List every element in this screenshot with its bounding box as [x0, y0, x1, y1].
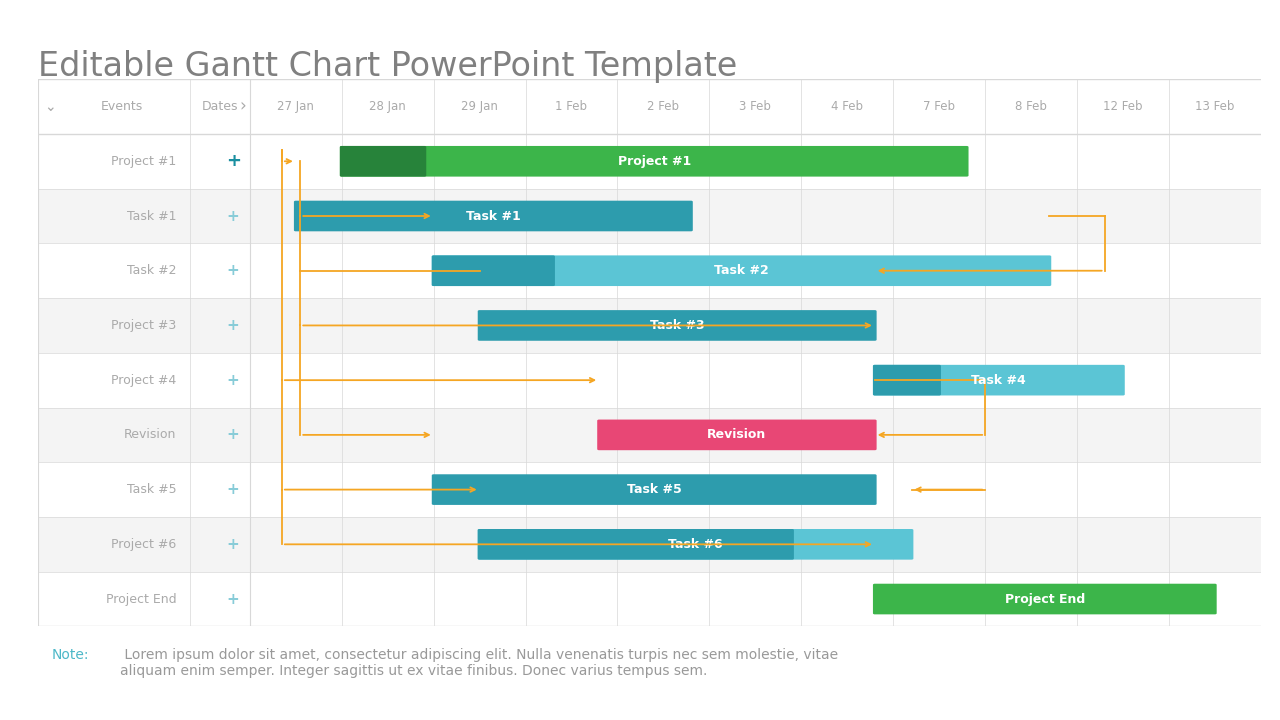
FancyBboxPatch shape [598, 420, 877, 450]
Bar [38, 298, 1261, 353]
Bar [38, 572, 1261, 626]
Text: Project #3: Project #3 [111, 319, 177, 332]
Text: +: + [227, 592, 239, 606]
Text: 8 Feb: 8 Feb [1015, 100, 1047, 113]
Text: 7 Feb: 7 Feb [923, 100, 955, 113]
Text: 12 Feb: 12 Feb [1103, 100, 1143, 113]
Text: +: + [225, 153, 241, 171]
Text: Events: Events [101, 100, 143, 113]
FancyBboxPatch shape [477, 529, 794, 559]
Text: Project End: Project End [1005, 593, 1085, 606]
Text: ›: › [239, 98, 246, 116]
Bar [38, 243, 1261, 298]
Text: Project #4: Project #4 [111, 374, 177, 387]
FancyBboxPatch shape [340, 146, 426, 176]
Text: +: + [227, 318, 239, 333]
Text: 3 Feb: 3 Feb [740, 100, 772, 113]
Text: Lorem ipsum dolor sit amet, consectetur adipiscing elit. Nulla venenatis turpis : Lorem ipsum dolor sit amet, consectetur … [120, 648, 838, 678]
Text: 29 Jan: 29 Jan [461, 100, 498, 113]
Bar [38, 408, 1261, 462]
Bar [38, 353, 1261, 408]
Text: Task #5: Task #5 [627, 483, 681, 496]
Text: +: + [227, 482, 239, 497]
FancyBboxPatch shape [477, 310, 877, 341]
Text: Task #3: Task #3 [650, 319, 704, 332]
Text: Project #1: Project #1 [617, 155, 691, 168]
Bar [38, 189, 1261, 243]
Bar [38, 517, 1261, 572]
FancyBboxPatch shape [431, 256, 1051, 286]
FancyBboxPatch shape [477, 529, 914, 559]
Text: Editable Gantt Chart PowerPoint Template: Editable Gantt Chart PowerPoint Template [38, 50, 737, 84]
Text: 28 Jan: 28 Jan [370, 100, 406, 113]
Text: Task #2: Task #2 [127, 264, 177, 277]
Text: Note:: Note: [51, 648, 88, 662]
Text: +: + [227, 428, 239, 442]
Bar [38, 462, 1261, 517]
Text: Task #5: Task #5 [127, 483, 177, 496]
Text: Task #2: Task #2 [714, 264, 769, 277]
FancyBboxPatch shape [431, 474, 877, 505]
Text: +: + [227, 537, 239, 552]
Text: 1 Feb: 1 Feb [556, 100, 588, 113]
Text: Project #6: Project #6 [111, 538, 177, 551]
Text: 4 Feb: 4 Feb [831, 100, 863, 113]
FancyBboxPatch shape [873, 365, 1125, 395]
Text: +: + [227, 373, 239, 387]
Text: Task #4: Task #4 [972, 374, 1027, 387]
Text: ⌄: ⌄ [45, 99, 56, 114]
Text: Dates: Dates [202, 100, 238, 113]
Text: +: + [227, 264, 239, 278]
Text: 2 Feb: 2 Feb [648, 100, 680, 113]
Bar [38, 134, 1261, 189]
Text: Task #1: Task #1 [127, 210, 177, 222]
Text: Task #6: Task #6 [668, 538, 723, 551]
Text: Project #1: Project #1 [111, 155, 177, 168]
FancyBboxPatch shape [873, 365, 941, 395]
Text: 13 Feb: 13 Feb [1196, 100, 1234, 113]
Text: Project End: Project End [106, 593, 177, 606]
FancyBboxPatch shape [873, 584, 1217, 614]
Text: Revision: Revision [124, 428, 177, 441]
FancyBboxPatch shape [431, 256, 556, 286]
Text: 27 Jan: 27 Jan [278, 100, 314, 113]
Text: Task #1: Task #1 [466, 210, 521, 222]
Text: +: + [227, 209, 239, 223]
FancyBboxPatch shape [340, 146, 969, 176]
Text: Revision: Revision [708, 428, 767, 441]
FancyBboxPatch shape [294, 201, 692, 231]
